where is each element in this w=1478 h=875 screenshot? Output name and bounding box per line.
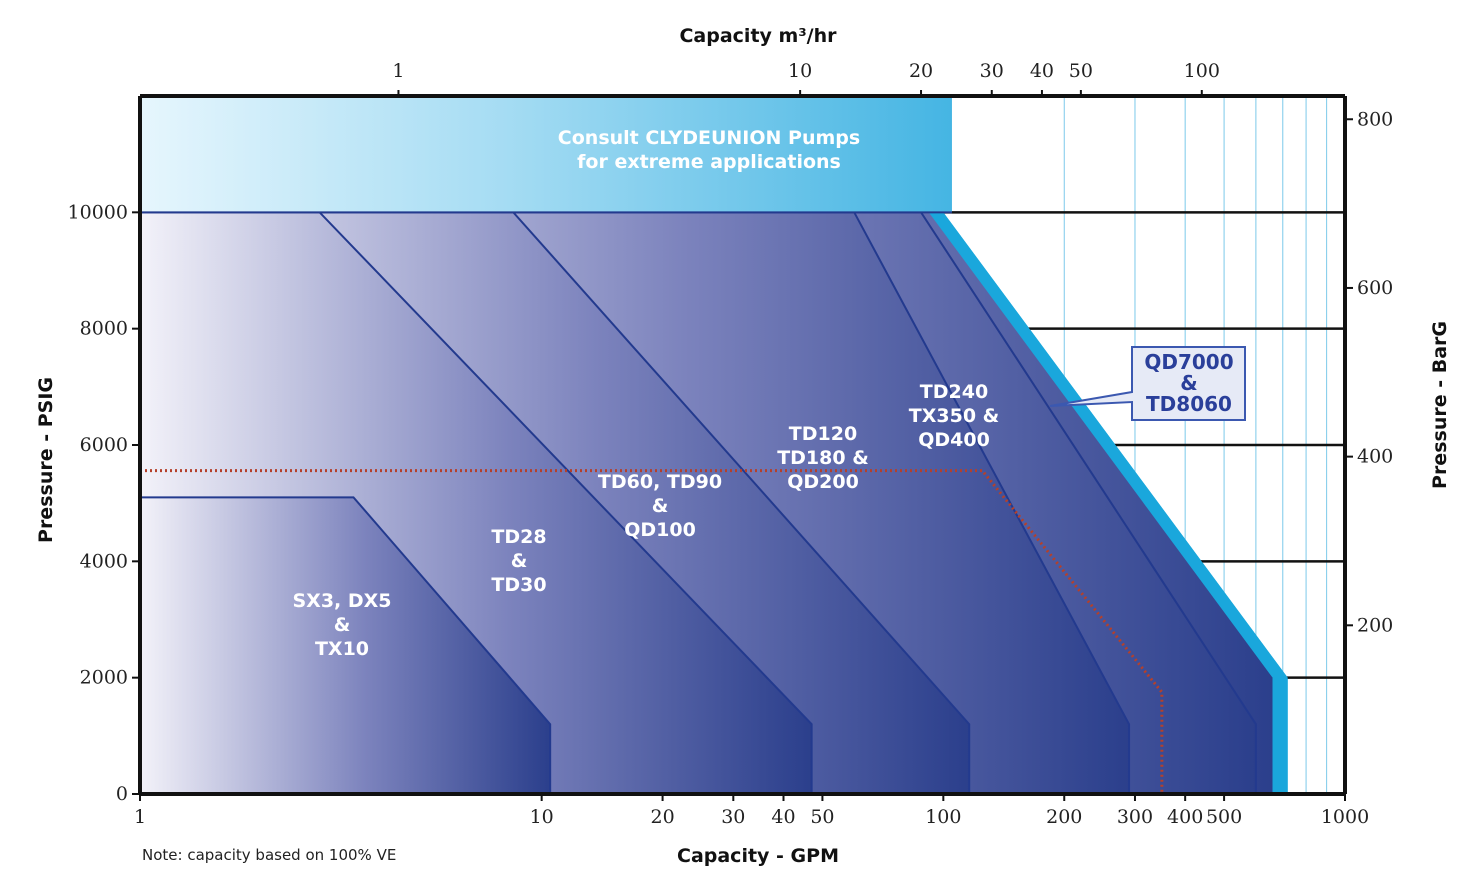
series-label-line: TD240 (920, 381, 988, 403)
callout-label-line: TD8060 (1146, 392, 1232, 416)
series-label-line: QD400 (918, 429, 990, 451)
x-tick-label: 40 (771, 806, 795, 828)
right-tick-label: 400 (1357, 446, 1393, 468)
callout-box (1049, 346, 1246, 421)
right-tick-label: 200 (1357, 614, 1393, 636)
y-tick-label: 6000 (80, 434, 128, 456)
x-tick-label: 500 (1206, 806, 1242, 828)
y-tick-label: 8000 (80, 318, 128, 340)
series-label-line: TX10 (315, 638, 369, 660)
right-tick-label: 600 (1357, 277, 1393, 299)
right-tick-label: 800 (1357, 108, 1393, 130)
series-label-line: QD100 (624, 519, 696, 541)
top-tick-label: 1 (392, 60, 404, 82)
series-label-line: TD60, TD90 (598, 471, 722, 493)
series-label-line: TX350 & (909, 405, 999, 427)
top-axis-title: Capacity m³/hr (679, 25, 837, 47)
top-tick-label: 50 (1069, 60, 1093, 82)
series-label-line: TD28 (491, 526, 546, 548)
capacity-note: Note: capacity based on 100% VE (142, 846, 396, 864)
series-label-line: & (511, 550, 528, 572)
y-tick-label: 10000 (68, 201, 128, 223)
x-tick-label: 10 (530, 806, 554, 828)
series-label-line: SX3, DX5 (292, 590, 391, 612)
series-label-line: & (652, 495, 669, 517)
x-tick-label: 20 (650, 806, 674, 828)
callout-label-line: QD7000 (1144, 350, 1233, 374)
consult-label-line: for extreme applications (577, 151, 841, 173)
bottom-axis-title: Capacity - GPM (677, 845, 839, 867)
left-axis-title: Pressure - PSIG (35, 377, 57, 543)
x-tick-label: 1 (134, 806, 146, 828)
x-tick-label: 400 (1167, 806, 1203, 828)
top-tick-label: 100 (1184, 60, 1220, 82)
x-tick-label: 1000 (1321, 806, 1369, 828)
top-tick-label: 10 (788, 60, 812, 82)
callout-label-line: & (1180, 371, 1197, 395)
top-tick-label: 40 (1030, 60, 1054, 82)
series-label-line: TD120 (789, 423, 857, 445)
series-area (140, 496, 552, 794)
x-tick-label: 100 (925, 806, 961, 828)
y-tick-label: 0 (116, 783, 128, 805)
y-tick-label: 2000 (80, 667, 128, 689)
series-label-line: TD30 (491, 574, 546, 596)
x-tick-label: 30 (721, 806, 745, 828)
reference-line-path (140, 469, 1164, 794)
right-axis-title: Pressure - BarG (1429, 321, 1451, 489)
x-tick-label: 200 (1046, 806, 1082, 828)
consult-region-fill (140, 96, 952, 213)
top-tick-label: 20 (909, 60, 933, 82)
reference-line (140, 469, 1164, 794)
top-tick-label: 30 (980, 60, 1004, 82)
x-tick-label: 50 (810, 806, 834, 828)
series-label-line: & (334, 614, 351, 636)
series-label-line: TD180 & (777, 447, 869, 469)
series-label-line: QD200 (787, 471, 859, 493)
y-tick-label: 4000 (80, 550, 128, 572)
x-tick-label: 300 (1117, 806, 1153, 828)
consult-label-line: Consult CLYDEUNION Pumps (558, 127, 860, 149)
